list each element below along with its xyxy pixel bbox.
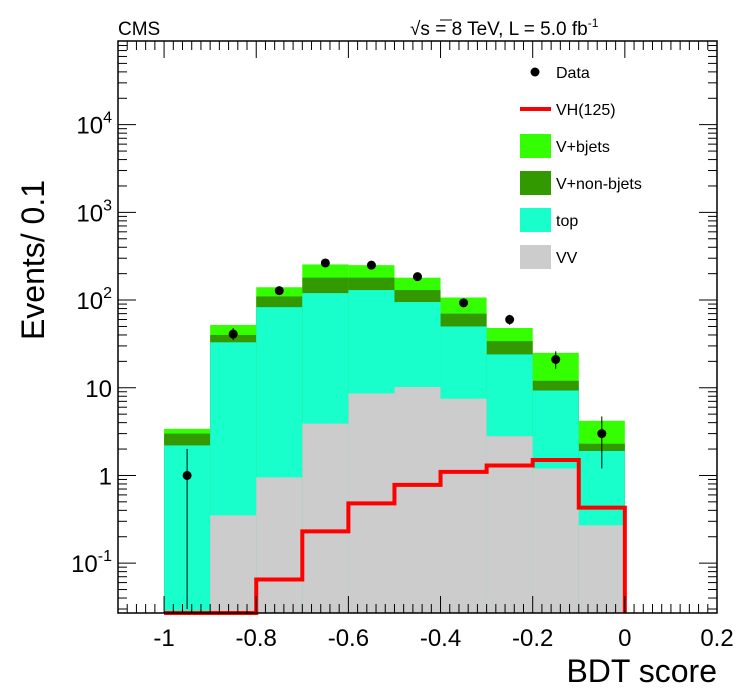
stack-bar-vv — [532, 468, 579, 613]
legend-label-vh-125-: VH(125) — [556, 102, 616, 119]
x-tick-label: -0.4 — [420, 625, 461, 652]
stack-bar-vv — [394, 386, 441, 613]
data-point — [597, 429, 607, 439]
y-tick-label: 103 — [76, 197, 112, 227]
legend-swatch-data — [530, 67, 540, 77]
y-tick-base: 10 — [76, 288, 103, 315]
plot-frame — [117, 40, 718, 614]
y-axis-title: Events/ 0.1 — [15, 180, 51, 340]
x-axis-title: BDT score — [566, 653, 717, 689]
legend-label-data: Data — [556, 65, 590, 82]
x-tick-label: 0.2 — [700, 625, 733, 652]
y-tick-exponent: 4 — [103, 110, 112, 127]
lumi-unit-superscript: -1 — [588, 16, 599, 30]
data-point — [366, 260, 376, 270]
x-tick-label: -0.2 — [512, 625, 553, 652]
plot-area — [164, 258, 627, 615]
experiment-label: CMS — [118, 19, 160, 40]
signal-line-vh125 — [164, 458, 627, 615]
y-tick-label: 1 — [99, 463, 112, 490]
data-point — [551, 354, 561, 364]
legend: Data VH(125) V+bjets V+non-bjets top VV — [520, 65, 642, 269]
y-tick-label: 10-1 — [71, 548, 112, 578]
stack-bar-vv — [210, 515, 257, 613]
y-tick-label: 10 — [85, 376, 112, 403]
legend-label-top: top — [556, 213, 578, 230]
y-tick-exponent: 2 — [103, 285, 112, 302]
legend-swatch-top — [520, 208, 551, 232]
data-point — [505, 315, 515, 325]
data-point — [413, 272, 422, 282]
stack-bar-vv — [302, 423, 349, 613]
x-axis: -1 -0.8 -0.6 -0.4 -0.2 0 0.2 — [117, 41, 734, 652]
legend-swatch-v-non-bjets — [520, 171, 551, 195]
legend-label-v-bjets: V+bjets — [556, 139, 610, 156]
legend-label-vv: VV — [556, 250, 578, 267]
data-point — [459, 298, 469, 308]
y-tick-label: 104 — [76, 110, 112, 140]
y-tick-base: 1 — [99, 463, 112, 490]
legend-swatch-v-bjets — [520, 134, 551, 158]
y-tick-exponent: 3 — [103, 197, 112, 214]
y-tick-base: 10 — [85, 376, 112, 403]
x-tick-label: -1 — [153, 625, 174, 652]
stack-bar-vv — [486, 436, 533, 613]
y-tick-base: 10 — [71, 551, 98, 578]
data-point — [320, 258, 330, 268]
data-point — [274, 286, 284, 296]
legend-swatch-vv — [520, 245, 551, 269]
stack-bar-vv — [578, 525, 625, 613]
legend-label-v-non-bjets: V+non-bjets — [556, 176, 642, 193]
stack-bar-vv — [440, 398, 487, 613]
data-point — [228, 329, 238, 339]
stack-bar-vv — [256, 477, 303, 613]
y-tick-base: 10 — [76, 200, 103, 227]
y-tick-base: 10 — [76, 113, 103, 140]
energy-lumi-text: √s = 8 TeV, L = 5.0 fb — [410, 19, 588, 40]
x-tick-label: -0.8 — [236, 625, 277, 652]
x-tick-label: 0 — [618, 625, 631, 652]
y-tick-label: 102 — [76, 285, 112, 315]
y-tick-exponent: -1 — [98, 548, 112, 565]
x-tick-label: -0.6 — [328, 625, 369, 652]
energy-lumi-label: √s = 8 TeV, L = 5.0 fb-1 — [410, 16, 599, 40]
data-point — [182, 470, 192, 480]
